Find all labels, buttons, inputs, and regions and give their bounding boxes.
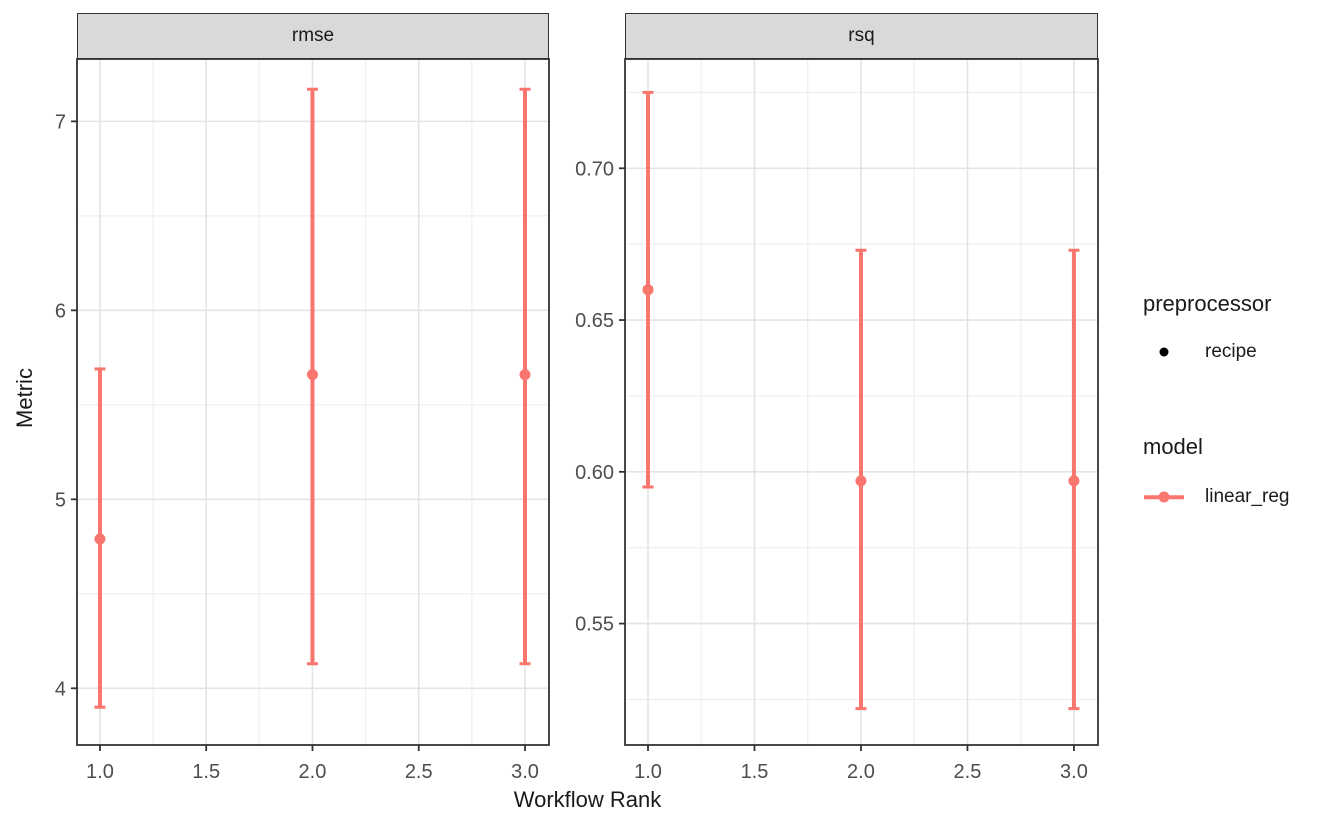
y-tick-label: 5 (55, 489, 66, 511)
x-tick-label: 2.5 (405, 761, 433, 783)
facet-strip-rsq: rsq (625, 13, 1098, 59)
x-axis-title: Workflow Rank (513, 787, 662, 812)
legend-label-recipe: recipe (1205, 341, 1257, 362)
y-axis-title: Metric (12, 368, 37, 428)
y-tick-label: 6 (55, 300, 66, 322)
data-point-rsq (1068, 475, 1080, 487)
legend-title-model: model (1143, 434, 1203, 459)
y-tick-label: 0.55 (575, 614, 614, 636)
y-tick-label: 0.65 (575, 310, 614, 332)
y-tick-label: 0.70 (575, 158, 614, 180)
x-tick-label: 1.0 (86, 761, 114, 783)
data-point-rsq (855, 475, 867, 487)
x-tick-label: 1.5 (741, 761, 769, 783)
data-point-rsq (642, 284, 654, 296)
recipe-key-box (1143, 338, 1185, 366)
data-point-rmse (94, 533, 106, 545)
facet-strip-rsq-label: rsq (848, 25, 875, 46)
legend-label-linear-reg: linear_reg (1205, 486, 1290, 507)
linear-reg-key-box (1143, 483, 1185, 511)
x-tick-label: 1.5 (192, 761, 220, 783)
red-point-icon (1158, 491, 1170, 503)
y-tick-label: 0.60 (575, 462, 614, 484)
x-tick-label: 2.5 (954, 761, 982, 783)
x-tick-label: 1.0 (634, 761, 662, 783)
x-tick-label: 2.0 (847, 761, 875, 783)
x-tick-label: 2.0 (299, 761, 327, 783)
legend-item-recipe: recipe (1143, 338, 1257, 366)
x-tick-label: 3.0 (1060, 761, 1088, 783)
data-point-rmse (306, 369, 318, 381)
data-point-rmse (519, 369, 531, 381)
black-point-icon (1159, 347, 1169, 357)
legend-item-linear-reg: linear_reg (1143, 483, 1290, 511)
y-tick-label: 4 (55, 678, 66, 700)
y-tick-label: 7 (55, 111, 66, 133)
legend-title-preprocessor: preprocessor (1143, 291, 1272, 316)
x-tick-label: 3.0 (511, 761, 539, 783)
facet-strip-rmse: rmse (77, 13, 549, 59)
facet-strip-rmse-label: rmse (291, 25, 335, 46)
